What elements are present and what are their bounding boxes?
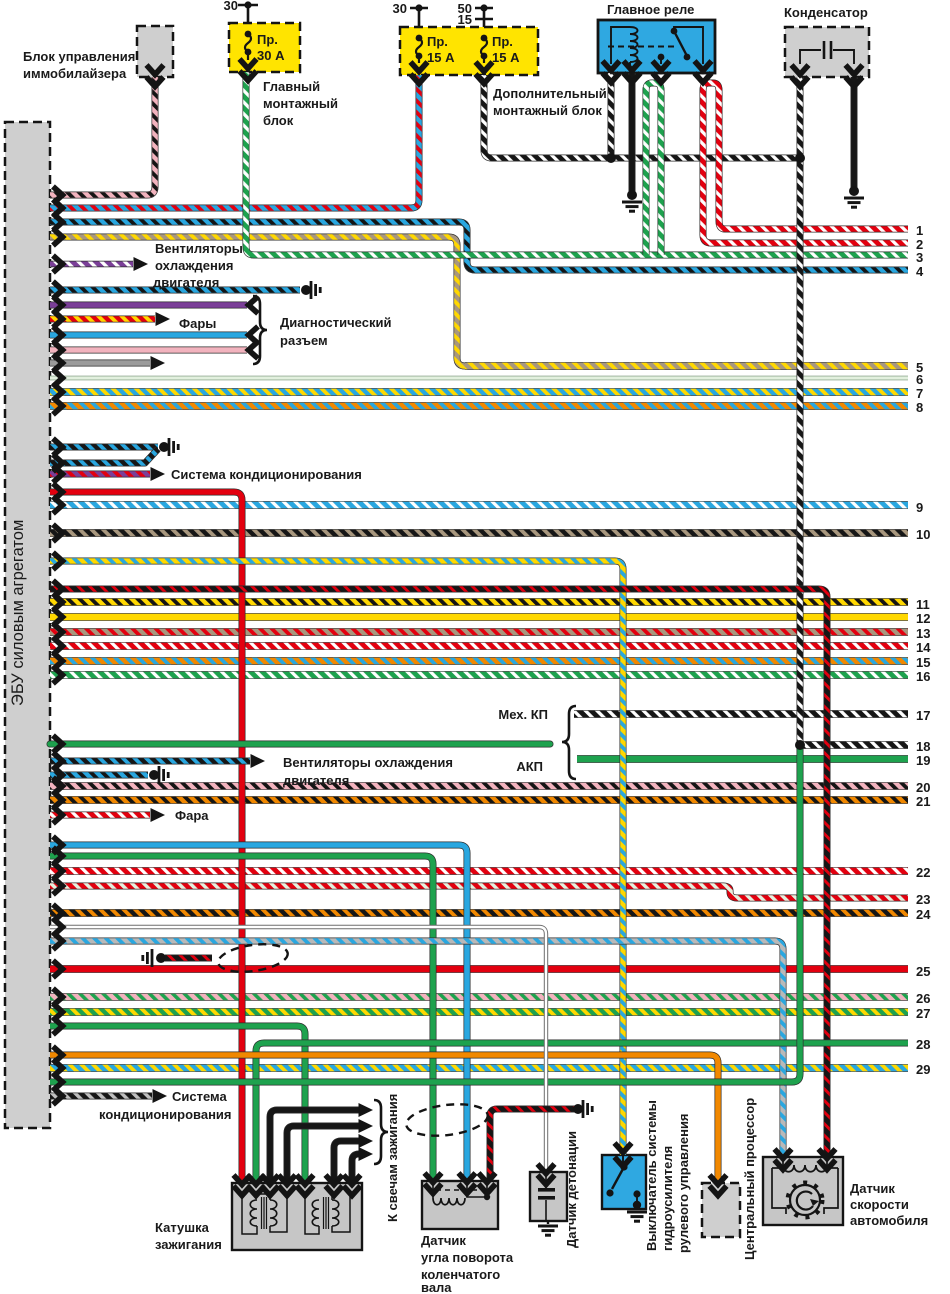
svg-text:15: 15 <box>916 655 930 670</box>
svg-text:охлаждения: охлаждения <box>155 258 233 273</box>
svg-text:монтажный блок: монтажный блок <box>493 103 602 118</box>
svg-text:Датчик детонации: Датчик детонации <box>564 1131 579 1248</box>
svg-text:Пр.: Пр. <box>427 34 448 49</box>
svg-text:блок: блок <box>263 113 294 128</box>
svg-text:иммобилайзера: иммобилайзера <box>23 66 127 81</box>
svg-text:19: 19 <box>916 753 930 768</box>
svg-text:50: 50 <box>458 1 472 16</box>
svg-text:скорости: скорости <box>850 1197 909 1212</box>
svg-text:двигателя: двигателя <box>153 275 219 290</box>
svg-text:20: 20 <box>916 780 930 795</box>
svg-text:Вентиляторы: Вентиляторы <box>155 241 243 256</box>
svg-text:21: 21 <box>916 794 930 809</box>
svg-text:К свечам зажигания: К свечам зажигания <box>385 1094 400 1222</box>
svg-text:4: 4 <box>916 264 924 279</box>
svg-text:13: 13 <box>916 626 930 641</box>
svg-text:Главное реле: Главное реле <box>607 2 694 17</box>
svg-text:24: 24 <box>916 907 931 922</box>
svg-text:2: 2 <box>916 237 923 252</box>
svg-text:кондиционирования: кондиционирования <box>99 1107 232 1122</box>
svg-text:монтажный: монтажный <box>263 96 338 111</box>
svg-text:10: 10 <box>916 527 930 542</box>
svg-text:7: 7 <box>916 386 923 401</box>
svg-text:26: 26 <box>916 991 930 1006</box>
svg-text:угла поворота: угла поворота <box>421 1250 514 1265</box>
svg-text:6: 6 <box>916 372 923 387</box>
svg-text:8: 8 <box>916 400 923 415</box>
svg-text:30: 30 <box>224 0 238 13</box>
svg-text:22: 22 <box>916 865 930 880</box>
svg-text:28: 28 <box>916 1037 930 1052</box>
svg-text:ЭБУ силовым агрегатом: ЭБУ силовым агрегатом <box>9 520 27 706</box>
svg-text:Фары: Фары <box>179 316 216 331</box>
svg-text:Пр.: Пр. <box>492 34 513 49</box>
svg-text:Конденсатор: Конденсатор <box>784 5 868 20</box>
svg-text:рулевого управления: рулевого управления <box>676 1113 691 1253</box>
svg-text:12: 12 <box>916 611 930 626</box>
svg-text:15 А: 15 А <box>492 50 520 65</box>
svg-text:9: 9 <box>916 500 923 515</box>
svg-text:27: 27 <box>916 1006 930 1021</box>
svg-text:1: 1 <box>916 223 923 238</box>
svg-text:Датчик: Датчик <box>850 1181 895 1196</box>
svg-text:Дополнительный: Дополнительный <box>493 86 607 101</box>
svg-text:5: 5 <box>916 360 923 375</box>
svg-text:Фара: Фара <box>175 808 209 823</box>
svg-text:гидроусилителя: гидроусилителя <box>660 1146 675 1251</box>
svg-text:Система кондиционирования: Система кондиционирования <box>171 467 362 482</box>
svg-text:Центральный процессор: Центральный процессор <box>742 1098 757 1260</box>
svg-text:15 А: 15 А <box>427 50 455 65</box>
svg-text:3: 3 <box>916 250 923 265</box>
svg-text:зажигания: зажигания <box>155 1237 222 1252</box>
svg-text:30 А: 30 А <box>257 48 285 63</box>
svg-text:29: 29 <box>916 1062 930 1077</box>
svg-text:16: 16 <box>916 669 930 684</box>
svg-text:Система: Система <box>172 1089 227 1104</box>
svg-text:15: 15 <box>458 12 472 27</box>
svg-text:Пр.: Пр. <box>257 32 278 47</box>
svg-text:Выключатель системы: Выключатель системы <box>644 1100 659 1251</box>
svg-text:30: 30 <box>393 1 407 16</box>
svg-text:Мех. КП: Мех. КП <box>498 707 548 722</box>
svg-text:разъем: разъем <box>280 333 328 348</box>
svg-text:23: 23 <box>916 892 930 907</box>
svg-text:11: 11 <box>916 597 930 612</box>
svg-text:Вентиляторы охлаждения: Вентиляторы охлаждения <box>283 755 453 770</box>
svg-text:Блок управления: Блок управления <box>23 49 135 64</box>
svg-text:двигателя: двигателя <box>283 773 349 788</box>
svg-text:18: 18 <box>916 739 930 754</box>
svg-text:вала: вала <box>421 1280 452 1294</box>
svg-text:автомобиля: автомобиля <box>850 1213 928 1228</box>
svg-text:25: 25 <box>916 964 930 979</box>
svg-text:Датчик: Датчик <box>421 1233 466 1248</box>
svg-text:17: 17 <box>916 708 930 723</box>
svg-text:Диагностический: Диагностический <box>280 315 391 330</box>
svg-text:Катушка: Катушка <box>155 1220 210 1235</box>
svg-text:АКП: АКП <box>516 759 543 774</box>
svg-text:коленчатого: коленчатого <box>421 1267 500 1282</box>
svg-text:14: 14 <box>916 640 931 655</box>
svg-text:Главный: Главный <box>263 79 320 94</box>
